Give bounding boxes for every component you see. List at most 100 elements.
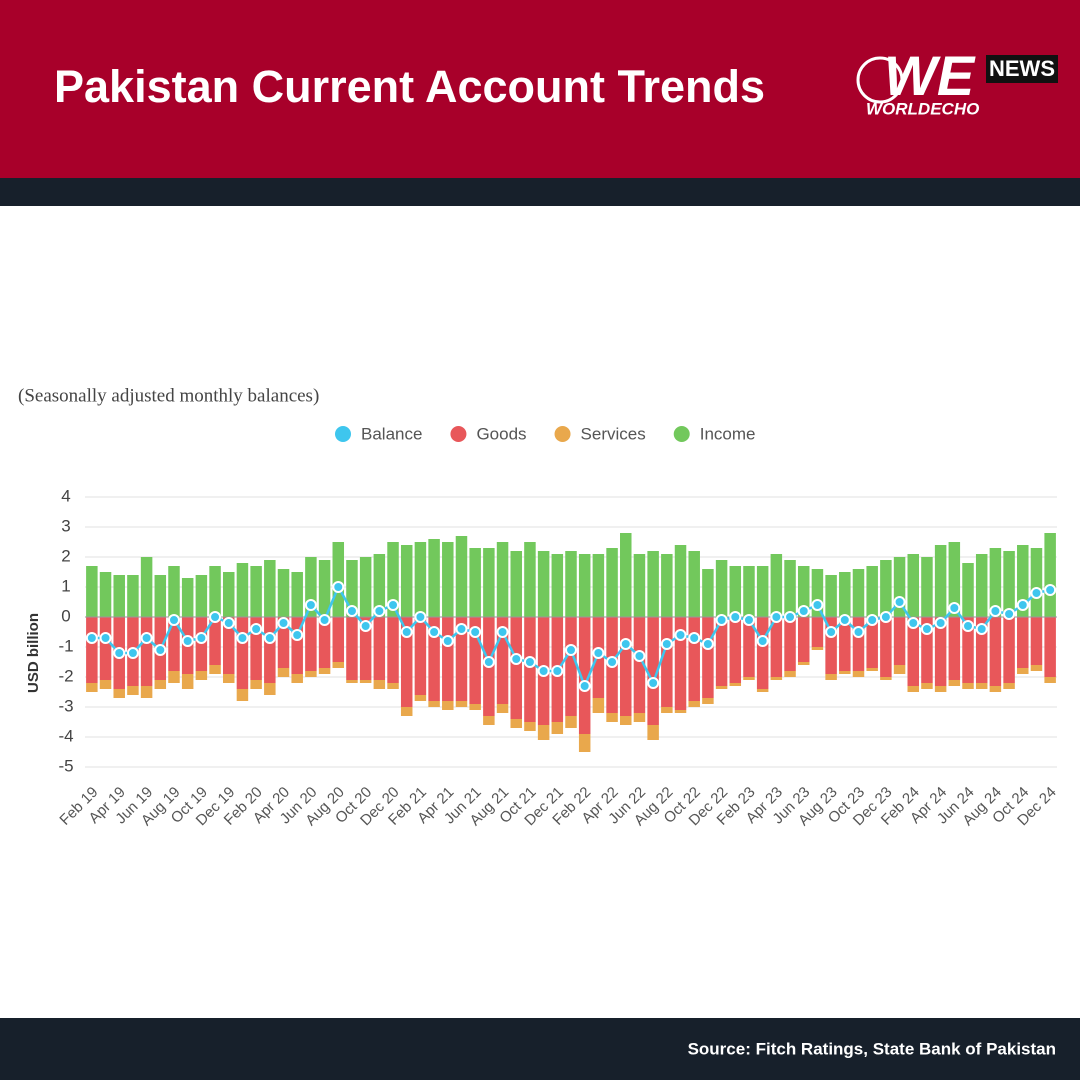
bar [414, 617, 427, 695]
balance-point [441, 635, 454, 647]
bar [483, 716, 495, 725]
bar [86, 683, 98, 692]
balance-point [510, 653, 523, 665]
bar [277, 569, 290, 617]
balance-point [688, 632, 701, 644]
bar [839, 617, 851, 671]
bar [496, 617, 509, 704]
bar [633, 713, 646, 722]
balance-point [400, 626, 413, 638]
bar [811, 617, 824, 647]
balance-point [345, 605, 358, 617]
bar [537, 725, 550, 740]
legend-swatch [554, 426, 571, 442]
bar [222, 674, 235, 683]
balance-point [85, 632, 98, 644]
bar [578, 734, 591, 752]
bar [1003, 551, 1015, 617]
bar [1003, 683, 1015, 689]
bar [852, 617, 865, 671]
chart-subtitle: (Seasonally adjusted monthly balances) [18, 385, 319, 406]
bar [428, 539, 440, 617]
balance-point [332, 581, 345, 593]
balance-point [551, 665, 564, 677]
y-tick-label: -1 [58, 636, 73, 655]
bar [715, 560, 728, 617]
bar [606, 713, 618, 722]
balance-point [387, 599, 400, 611]
y-tick-label: -5 [58, 756, 73, 775]
bar [921, 617, 933, 683]
y-tick-label: 0 [61, 606, 70, 625]
bar [113, 575, 125, 617]
bar [496, 704, 509, 713]
bar [346, 560, 358, 617]
bar [373, 617, 386, 680]
bar [907, 617, 920, 686]
bar [1044, 677, 1056, 683]
balance-point [701, 638, 714, 650]
bar [743, 617, 755, 677]
bar [989, 686, 1002, 692]
bar [633, 554, 646, 617]
bar [715, 686, 728, 689]
balance-point [729, 611, 742, 623]
logo-globe [856, 56, 904, 104]
balance-point [359, 620, 372, 632]
bar [277, 668, 290, 677]
balance-point [482, 656, 495, 668]
bar [305, 671, 317, 677]
bar [428, 701, 440, 707]
bar [537, 551, 550, 617]
legend-label: Income [700, 424, 756, 443]
bar [373, 680, 386, 689]
balance-point [879, 611, 892, 623]
bar [264, 617, 276, 683]
bar [661, 554, 673, 617]
bar [428, 617, 440, 701]
balance-point [523, 656, 536, 668]
balance-point [1044, 584, 1057, 596]
logo-badge: NEWS [989, 56, 1055, 81]
bar [469, 704, 481, 710]
bar [209, 566, 221, 617]
bar [688, 551, 700, 617]
bar [784, 671, 796, 677]
balance-point [1016, 599, 1029, 611]
legend-swatch [673, 426, 690, 442]
balance-point [469, 626, 482, 638]
bar [1017, 617, 1029, 668]
bar [948, 680, 961, 686]
balance-point [647, 677, 660, 689]
legend-swatch [335, 426, 351, 442]
logo-mark: WE [884, 44, 976, 107]
balance-point [209, 611, 222, 623]
bar [168, 566, 180, 617]
balance-point [797, 605, 810, 617]
bar [921, 557, 933, 617]
bar [250, 617, 262, 680]
balance-point [674, 629, 687, 641]
balance-point [742, 614, 755, 626]
bar [962, 563, 974, 617]
bar [99, 572, 112, 617]
balance-point [592, 647, 605, 659]
logo-badge-box [986, 55, 1058, 83]
balance-point [496, 626, 509, 638]
bar [661, 617, 673, 707]
bar [113, 689, 125, 698]
bar [866, 668, 878, 671]
bar [455, 701, 468, 707]
bar [975, 554, 988, 617]
bar [1030, 617, 1043, 665]
bar [797, 617, 810, 662]
balance-point [825, 626, 838, 638]
bar [414, 542, 427, 617]
bar [209, 665, 221, 674]
bar [305, 617, 317, 671]
bar [715, 617, 728, 686]
balance-point [962, 620, 975, 632]
bar [620, 716, 632, 725]
bar [209, 617, 221, 665]
bar [332, 542, 345, 617]
